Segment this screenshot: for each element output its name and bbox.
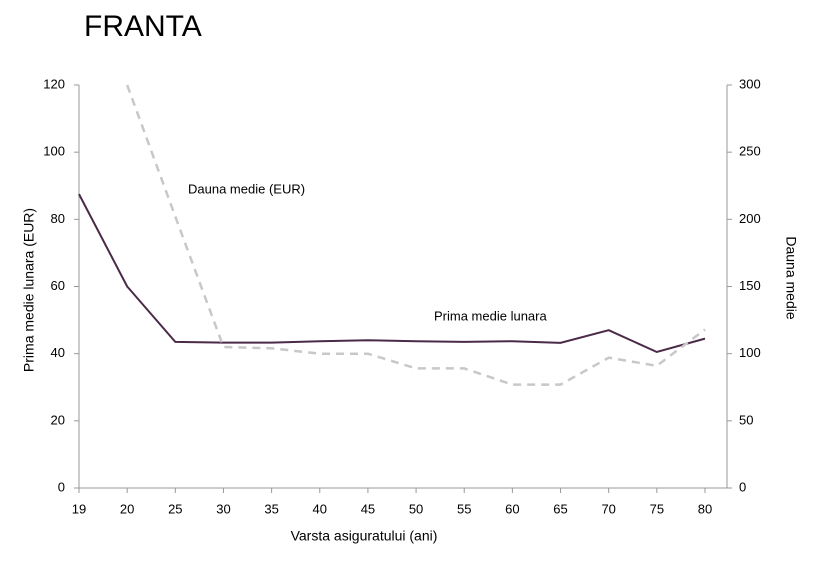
x-tick-label: 70 — [601, 501, 615, 516]
y-tick-label: 0 — [58, 479, 65, 494]
y-axis-label: Prima medie lunara (EUR) — [21, 208, 37, 372]
x-tick-label: 80 — [698, 501, 712, 516]
x-tick-label: 25 — [168, 501, 182, 516]
x-tick-label: 75 — [650, 501, 664, 516]
y2-tick-label: 150 — [739, 278, 761, 293]
series-annotation: Prima medie lunara — [434, 308, 547, 323]
y-tick-label: 60 — [51, 278, 65, 293]
x-tick-label: 19 — [72, 501, 86, 516]
x-tick-label: 45 — [361, 501, 375, 516]
y2-tick-label: 200 — [739, 211, 761, 226]
x-tick-label: 40 — [313, 501, 327, 516]
x-tick-label: 60 — [505, 501, 519, 516]
y2-tick-label: 100 — [739, 345, 761, 360]
x-tick-label: 50 — [409, 501, 423, 516]
y2-axis-label: Dauna medie — [783, 236, 799, 319]
y2-tick-label: 300 — [739, 76, 761, 91]
series-annotation: Dauna medie (EUR) — [188, 181, 305, 196]
x-tick-label: 55 — [457, 501, 471, 516]
x-tick-label: 30 — [216, 501, 230, 516]
x-tick-label: 65 — [553, 501, 567, 516]
y-tick-label: 20 — [51, 412, 65, 427]
series-line — [126, 84, 706, 386]
y2-tick-label: 50 — [739, 412, 753, 427]
y2-tick-label: 0 — [739, 479, 746, 494]
chart-title: FRANTA — [84, 10, 202, 43]
y-tick-label: 40 — [51, 345, 65, 360]
series-line — [78, 193, 706, 354]
x-tick-label: 20 — [120, 501, 134, 516]
y-tick-label: 100 — [43, 144, 65, 159]
y-tick-label: 120 — [43, 76, 65, 91]
x-axis-label: Varsta asiguratului (ani) — [291, 528, 438, 544]
x-tick-label: 35 — [264, 501, 278, 516]
y2-tick-label: 250 — [739, 144, 761, 159]
y-tick-label: 80 — [51, 211, 65, 226]
